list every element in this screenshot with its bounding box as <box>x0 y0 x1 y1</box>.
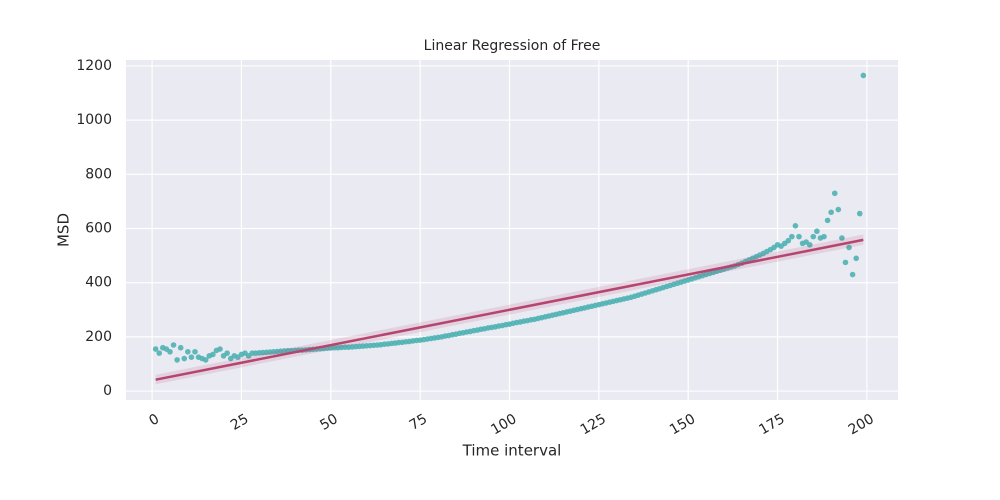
x-tick-label: 125 <box>578 411 609 438</box>
x-tick-label: 175 <box>756 411 787 438</box>
data-point <box>814 228 820 235</box>
x-tick-label: 0 <box>146 411 162 429</box>
data-point <box>152 346 159 352</box>
data-point <box>192 348 198 355</box>
data-point <box>856 210 863 217</box>
data-point <box>796 233 802 240</box>
data-point <box>860 72 867 79</box>
data-point <box>835 206 842 213</box>
y-tick-label: 200 <box>85 329 112 345</box>
data-point <box>217 346 223 352</box>
data-point <box>224 350 230 356</box>
y-tick-label: 1000 <box>76 112 112 128</box>
chart-title: Linear Regression of Free <box>424 38 601 54</box>
data-point <box>824 217 831 224</box>
y-tick-label: 0 <box>103 383 112 399</box>
data-point <box>170 342 177 348</box>
data-point <box>174 357 180 363</box>
x-tick-label: 150 <box>667 411 698 438</box>
plot-area <box>126 60 898 400</box>
x-tick-label: 200 <box>846 411 877 438</box>
data-point <box>839 235 845 241</box>
x-tick-label: 100 <box>488 411 519 438</box>
data-point <box>188 354 195 360</box>
data-point <box>167 348 173 355</box>
data-point <box>177 344 184 351</box>
data-point <box>792 223 799 229</box>
data-point <box>853 255 859 262</box>
data-point <box>806 241 813 248</box>
data-point <box>842 259 849 266</box>
data-point <box>789 233 795 240</box>
data-point <box>210 351 216 358</box>
y-tick-label: 1200 <box>76 58 112 74</box>
x-tick-label: 25 <box>228 411 251 434</box>
data-point <box>810 233 817 240</box>
data-point <box>849 271 856 278</box>
data-point <box>156 350 163 356</box>
x-tick-label: 75 <box>407 411 430 434</box>
regression-line <box>155 238 864 381</box>
data-point <box>181 355 188 362</box>
data-point <box>828 209 834 216</box>
x-axis-label: Time interval <box>462 442 562 460</box>
y-tick-label: 800 <box>85 166 112 182</box>
data-point <box>821 233 827 240</box>
y-tick-label: 400 <box>85 275 112 291</box>
y-tick-label: 600 <box>85 221 112 237</box>
x-tick-label: 50 <box>317 411 340 434</box>
data-point <box>785 237 792 244</box>
data-point <box>846 244 852 251</box>
data-point <box>202 357 209 363</box>
y-axis-label: MSD <box>55 213 73 247</box>
data-point <box>831 190 838 197</box>
data-point <box>185 348 191 355</box>
